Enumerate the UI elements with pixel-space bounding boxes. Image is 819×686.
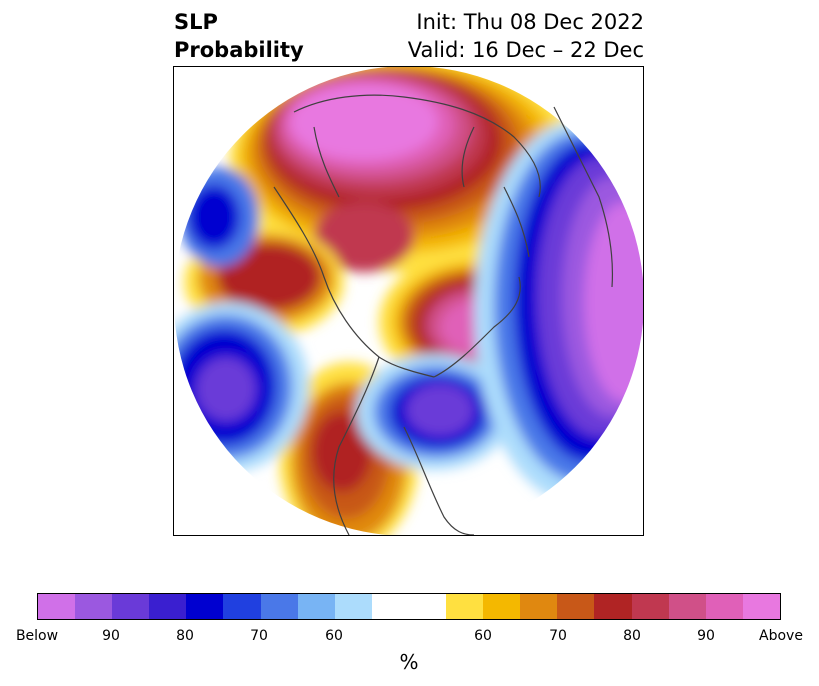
colorbar-above-segment-1 [483, 594, 521, 619]
colorbar-below-segment-1 [75, 594, 113, 619]
colorbar-above-segment-6 [668, 594, 706, 619]
tick-below-80: 80 [176, 628, 194, 644]
colorbar-tick-labels: Below 90 80 70 60 60 70 80 90 Above [0, 628, 819, 648]
colorbar-unit: % [399, 650, 419, 674]
tick-above-90: 90 [697, 628, 715, 644]
valid-range: Valid: 16 Dec – 22 Dec [407, 38, 644, 62]
colorbar-above-segment-8 [742, 594, 780, 619]
colorbar-below-segment-3 [149, 594, 187, 619]
tick-above-80: 80 [623, 628, 641, 644]
tick-above: Above [759, 628, 803, 644]
colorbar-above-segment-4 [594, 594, 632, 619]
init-date: Init: Thu 08 Dec 2022 [416, 10, 644, 34]
tick-above-70: 70 [549, 628, 567, 644]
colorbar-above-segment-0 [446, 594, 484, 619]
colorbar-below-segment-6 [260, 594, 298, 619]
colorbar-above-segment-2 [520, 594, 558, 619]
tick-above-60: 60 [474, 628, 492, 644]
probability-map [173, 66, 644, 536]
anomaly-field [174, 67, 643, 535]
coastline-lines [273, 94, 613, 535]
colorbar-below-segment-2 [112, 594, 150, 619]
map-title: SLP Probability [174, 8, 304, 64]
colorbar-below-segment-7 [297, 594, 335, 619]
eastern-canada-below-anomaly [356, 354, 512, 470]
tick-below-90: 90 [102, 628, 120, 644]
colorbar-below-segment-5 [223, 594, 261, 619]
forecast-dates: Init: Thu 08 Dec 2022 Valid: 16 Dec – 22… [408, 8, 644, 64]
tick-below: Below [15, 628, 59, 644]
colorbar-above-segment-3 [557, 594, 595, 619]
polar-map-svg [174, 67, 643, 535]
colorbar-neutral-segment [371, 594, 447, 619]
colorbar-below-segment-4 [186, 594, 224, 619]
title-line-1: SLP [174, 10, 218, 34]
colorbar-above-segment-5 [631, 594, 669, 619]
tick-below-60: 60 [325, 628, 343, 644]
colorbar [37, 593, 781, 620]
colorbar-above-segment-7 [705, 594, 743, 619]
colorbar-below-segment-8 [334, 594, 372, 619]
colorbar-below-segment-0 [38, 594, 76, 619]
title-line-2: Probability [174, 38, 304, 62]
tick-below-70: 70 [250, 628, 268, 644]
